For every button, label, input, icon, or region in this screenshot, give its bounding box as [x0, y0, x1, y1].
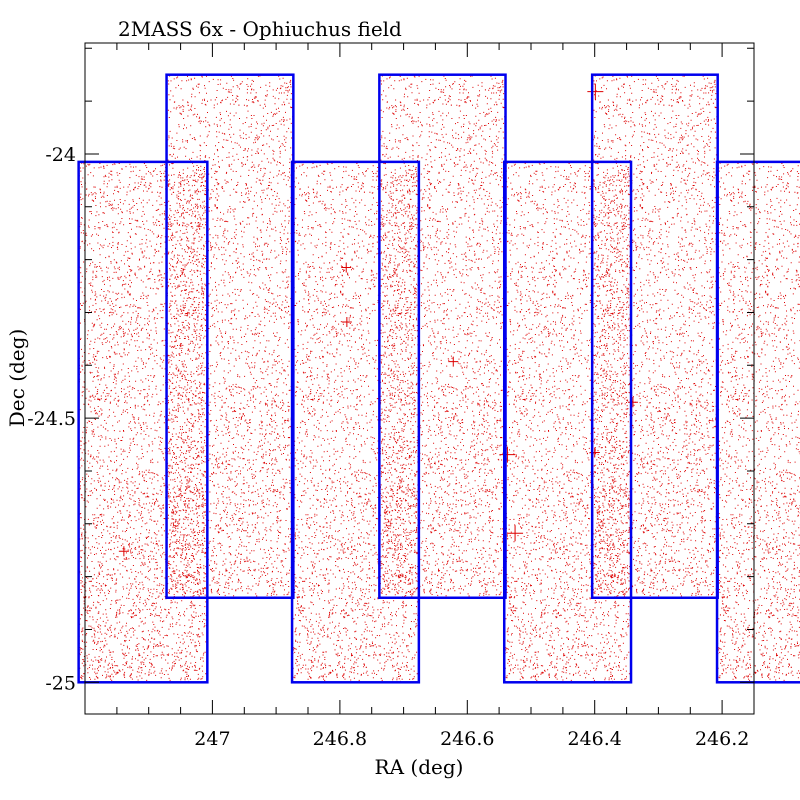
x-tick-label: 246.4 [568, 728, 622, 750]
x-tick-label: 246.8 [313, 728, 367, 750]
bright-star-marker [341, 262, 352, 273]
bright-star-marker [627, 397, 638, 408]
plot-frame [84, 42, 755, 715]
bright-star-marker [499, 446, 516, 463]
tick-marks [84, 43, 755, 714]
y-tick-label: -25 [45, 672, 76, 694]
x-tick-label: 246.6 [440, 728, 494, 750]
source-dots-column-7 [717, 161, 800, 683]
footprint-column-3 [290, 160, 421, 684]
axis-ticks [84, 43, 755, 714]
bright-star-marker [118, 546, 129, 557]
footprint-column-1 [77, 160, 209, 684]
bright-star-marker [507, 525, 524, 542]
x-tick-label: 246.2 [695, 728, 749, 750]
source-dots-column-6 [592, 74, 719, 599]
source-dots-column-4 [379, 74, 507, 599]
source-dots-column-1 [78, 161, 209, 683]
y-tick-label: -24 [45, 144, 76, 166]
footprint-column-5 [502, 160, 633, 684]
axis-tick-labels: 247 246.8 246.6 246.4 246.2 -24 -24.5 -25 [27, 144, 749, 750]
bright-star-marker [448, 356, 459, 367]
footprint-column-7 [715, 160, 800, 684]
source-dots [78, 74, 800, 683]
x-axis-label: RA (deg) [375, 755, 464, 779]
y-tick-label: -24.5 [27, 408, 76, 430]
footprint-column-4 [378, 73, 507, 600]
source-dots-column-3 [292, 161, 420, 683]
bright-star-marker [587, 83, 604, 100]
x-tick-label: 247 [194, 728, 230, 750]
bright-star-marker [341, 316, 352, 327]
survey-footprints [77, 73, 800, 684]
bright-star-markers [118, 83, 638, 557]
chart-title: 2MASS 6x - Ophiuchus field [118, 17, 402, 41]
source-dots-column-2 [166, 74, 295, 599]
y-axis-label: Dec (deg) [5, 329, 29, 427]
footprint-column-2 [165, 73, 295, 600]
source-dots-column-5 [504, 161, 632, 683]
